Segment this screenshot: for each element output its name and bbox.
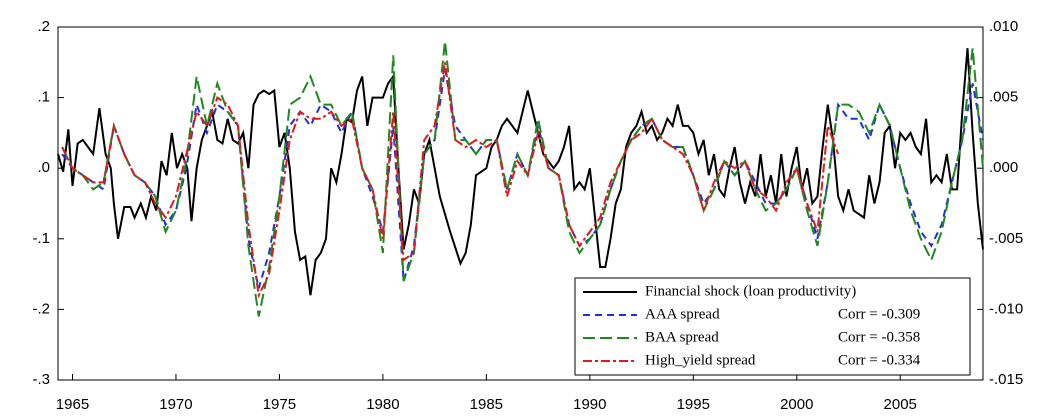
series-line: [57, 48, 984, 296]
legend-annotation: Corr = -0.309: [838, 306, 920, 322]
legend-annotation: Corr = -0.358: [838, 329, 920, 345]
x-tick-label: 1980: [366, 396, 399, 413]
x-tick-label: 1995: [677, 396, 710, 413]
legend-annotation: Corr = -0.334: [838, 352, 921, 368]
series-line: [61, 62, 840, 299]
x-tick-label: 1990: [573, 396, 606, 413]
x-tick-label: 1965: [56, 396, 89, 413]
y-tick-label: -.1: [32, 230, 50, 247]
y-tick-label: .0: [37, 159, 50, 176]
x-tick-label: 1985: [470, 396, 503, 413]
y2-tick-label: .010: [989, 18, 1018, 35]
y2-tick-label: -.005: [989, 230, 1023, 247]
series-line: [61, 69, 984, 289]
legend-label: BAA spread: [645, 329, 719, 345]
y2-tick-label: .000: [989, 159, 1018, 176]
legend-box: [574, 277, 971, 376]
series-line: [61, 41, 984, 317]
y2-tick-label: .005: [989, 89, 1018, 106]
y-tick-label: -.2: [32, 300, 50, 317]
y2-tick-label: -.010: [989, 300, 1023, 317]
x-tick-label: 1975: [263, 396, 296, 413]
y2-tick-label: -.015: [989, 371, 1023, 388]
y-tick-label: .1: [37, 89, 50, 106]
x-tick-label: 2000: [780, 396, 813, 413]
plot-frame: [57, 26, 984, 381]
x-tick-label: 2005: [884, 396, 917, 413]
legend-label: High_yield spread: [645, 352, 756, 368]
legend-label: AAA spread: [645, 306, 720, 322]
y-tick-label: -.3: [32, 371, 50, 388]
y-tick-label: .2: [37, 18, 50, 35]
x-tick-label: 1970: [159, 396, 192, 413]
legend-label: Financial shock (loan productivity): [645, 283, 856, 299]
